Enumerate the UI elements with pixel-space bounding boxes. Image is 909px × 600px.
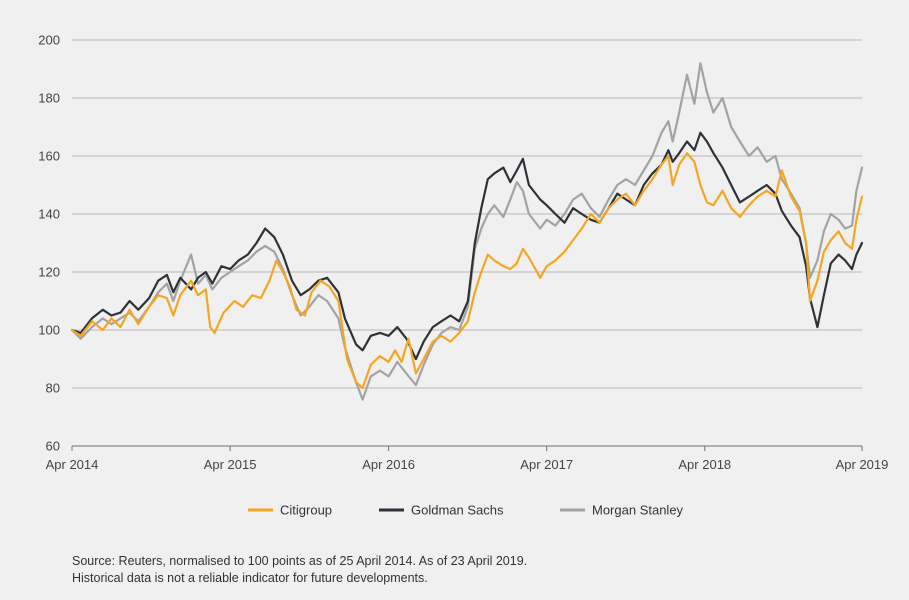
- disclaimer-note: Historical data is not a reliable indica…: [72, 571, 428, 585]
- legend-label-goldman-sachs: Goldman Sachs: [411, 503, 504, 518]
- series-line-goldman-sachs: [70, 131, 864, 361]
- y-tick-label-160: 160: [38, 149, 60, 164]
- legend-label-morgan-stanley: Morgan Stanley: [592, 503, 684, 518]
- y-tick-label-140: 140: [38, 207, 60, 222]
- y-tick-label-200: 200: [38, 33, 60, 48]
- x-tick-label-0: Apr 2014: [46, 457, 99, 472]
- y-tick-label-60: 60: [46, 439, 60, 454]
- series-line-citigroup: [70, 152, 864, 390]
- x-tick-label-1: Apr 2015: [204, 457, 257, 472]
- y-tick-label-180: 180: [38, 91, 60, 106]
- y-tick-label-100: 100: [38, 323, 60, 338]
- gridlines: [72, 39, 862, 447]
- y-tick-label-80: 80: [46, 381, 60, 396]
- x-axis-tick-labels: Apr 2014 Apr 2015 Apr 2016 Apr 2017 Apr 2018…: [46, 446, 889, 472]
- x-tick-label-3: Apr 2017: [520, 457, 573, 472]
- chart-footnote: Source: Reuters, normalised to 100 point…: [72, 553, 527, 587]
- source-note: Source: Reuters, normalised to 100 point…: [72, 554, 528, 568]
- series-lines: [70, 62, 864, 401]
- y-axis-tick-labels: 60 80 100 120 140 160 180 200: [38, 33, 60, 454]
- legend-label-citigroup: Citigroup: [280, 503, 332, 518]
- x-tick-label-2: Apr 2016: [362, 457, 415, 472]
- x-tick-label-5: Apr 2019: [836, 457, 889, 472]
- series-line-morgan-stanley: [70, 62, 864, 401]
- legend: Citigroup Goldman Sachs Morgan Stanley: [248, 503, 684, 518]
- x-tick-label-4: Apr 2018: [678, 457, 731, 472]
- y-tick-label-120: 120: [38, 265, 60, 280]
